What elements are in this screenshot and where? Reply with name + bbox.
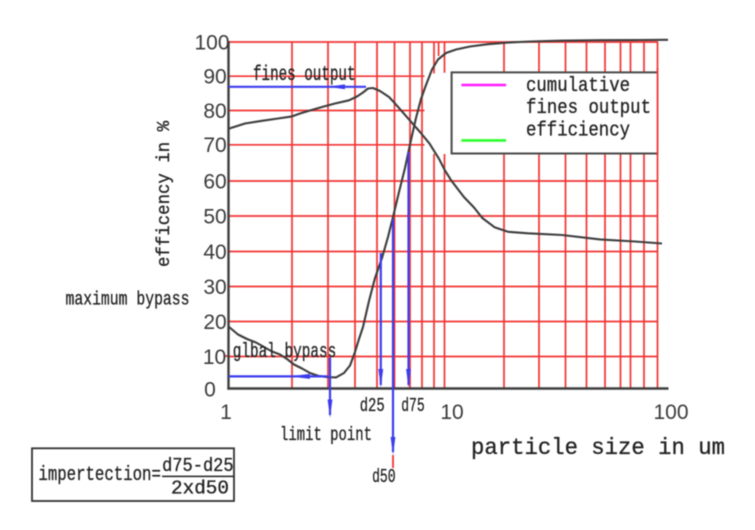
svg-text:d75: d75 (401, 395, 425, 417)
svg-text:60: 60 (203, 170, 226, 193)
svg-text:40: 40 (203, 241, 226, 264)
svg-text:glbal bypass: glbal bypass (233, 341, 336, 364)
svg-text:limit point: limit point (280, 424, 372, 446)
svg-text:80: 80 (203, 100, 226, 123)
svg-text:90: 90 (203, 66, 226, 89)
svg-text:30: 30 (203, 276, 226, 299)
svg-text:1: 1 (220, 401, 232, 424)
svg-text:fines output: fines output (253, 64, 356, 87)
svg-text:efficency in %: efficency in % (155, 121, 175, 267)
svg-text:100: 100 (194, 31, 229, 54)
svg-text:10: 10 (440, 401, 463, 424)
svg-text:70: 70 (203, 134, 226, 157)
svg-text:100: 100 (653, 401, 688, 424)
svg-text:fines output: fines output (526, 97, 651, 120)
svg-text:10: 10 (203, 346, 226, 369)
svg-text:particle size in um: particle size in um (471, 435, 725, 461)
svg-text:cumulative: cumulative (526, 75, 630, 98)
svg-text:0: 0 (204, 378, 216, 401)
svg-text:20: 20 (203, 311, 226, 334)
svg-text:efficiency: efficiency (526, 120, 630, 143)
svg-text:d75-d25: d75-d25 (162, 455, 234, 477)
svg-text:d50: d50 (372, 466, 396, 488)
svg-text:50: 50 (203, 205, 226, 228)
svg-text:maximum bypass: maximum bypass (66, 289, 190, 311)
svg-text:d25: d25 (360, 395, 385, 417)
svg-text:impertection=: impertection= (38, 464, 160, 487)
svg-text:2xd50: 2xd50 (171, 478, 229, 500)
